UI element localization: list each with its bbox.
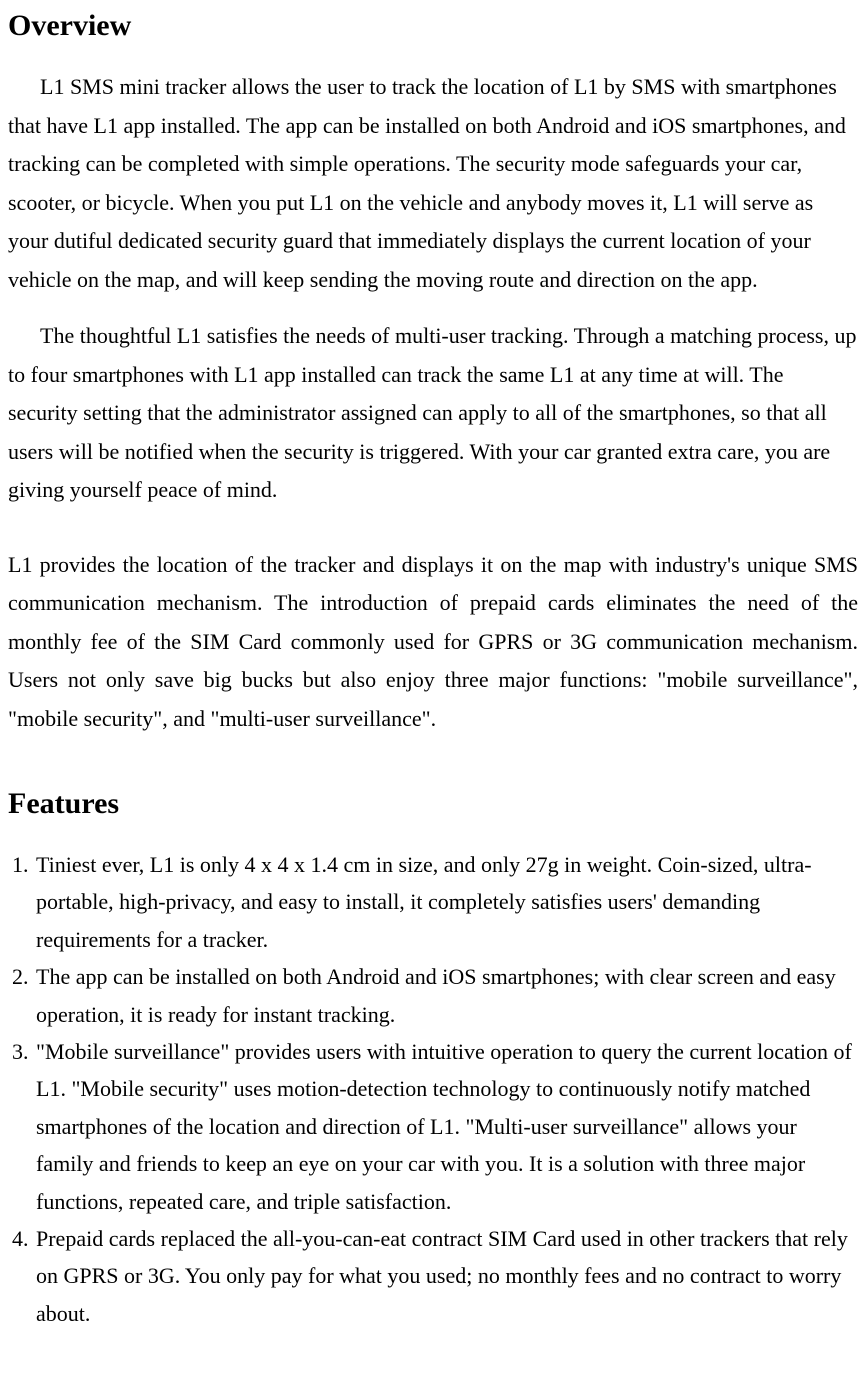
feature-item-1: Tiniest ever, L1 is only 4 x 4 x 1.4 cm … [34, 846, 858, 958]
features-list: Tiniest ever, L1 is only 4 x 4 x 1.4 cm … [8, 846, 858, 1332]
feature-item-2: The app can be installed on both Android… [34, 958, 858, 1033]
overview-paragraph-1: L1 SMS mini tracker allows the user to t… [8, 68, 858, 299]
feature-item-3: "Mobile surveillance" provides users wit… [34, 1033, 858, 1220]
overview-paragraph-2: The thoughtful L1 satisfies the needs of… [8, 317, 858, 510]
document-page: Overview L1 SMS mini tracker allows the … [0, 0, 866, 1394]
section-spacer [8, 756, 858, 786]
features-heading: Features [8, 786, 858, 822]
paragraph-spacer [8, 528, 858, 546]
overview-paragraph-3: L1 provides the location of the tracker … [8, 546, 858, 739]
overview-heading: Overview [8, 8, 858, 44]
feature-item-4: Prepaid cards replaced the all-you-can-e… [34, 1220, 858, 1332]
